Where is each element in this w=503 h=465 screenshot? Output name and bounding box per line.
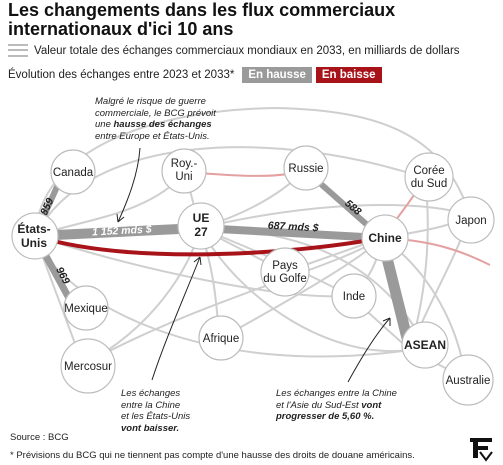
node-asean [401, 321, 449, 369]
node-mexique [63, 285, 109, 331]
node-pays-du-golfe [260, 247, 310, 297]
annotation-cn-asean-line2: et l'Asie du Sud-Est vont [276, 400, 397, 412]
node-royaume-uni [161, 148, 207, 194]
node-japon [447, 196, 495, 244]
legend-width: Valeur totale des échanges commerciaux m… [8, 44, 460, 57]
annotation-cn-us: Les échanges entre la Chine et les États… [121, 388, 190, 434]
annotation-eu-us-line4: entre Europe et États-Unis. [95, 130, 210, 142]
node-mercosur [60, 338, 116, 394]
label-royaume-uni-1: Roy.- [171, 158, 198, 170]
legend-evolution: Évolution des échanges entre 2023 et 203… [8, 67, 382, 83]
footnote: * Prévisions du BCG qui ne tiennent pas … [10, 450, 415, 461]
node-etats-unis [11, 212, 59, 260]
annotation-eu-us-line3b: hausse des échanges [113, 119, 212, 130]
legend-down-badge: En baisse [315, 67, 382, 83]
arrow-cn-us [151, 256, 201, 381]
node-afrique [198, 315, 244, 361]
flow-mercosur-chine [82, 237, 383, 366]
annotation-cn-us-line2: entre la Chine [121, 399, 181, 411]
label-canada: Canada [53, 167, 94, 179]
flow-value-ue-chine: 687 mds $ [267, 220, 319, 235]
label-inde: Inde [343, 291, 365, 303]
label-chine: Chine [368, 231, 402, 245]
flow-us-inde [34, 235, 351, 298]
node-russie [283, 145, 329, 191]
flow-ue-japon [199, 204, 471, 229]
label-japon: Japon [455, 215, 486, 227]
source-note: Source : BCG [10, 432, 69, 443]
arrowhead-cn-us [193, 256, 202, 266]
annotation-cn-us-line3: et les États-Unis [121, 411, 191, 422]
label-etats-unis-1: États- [17, 221, 50, 236]
node-chine [361, 214, 409, 262]
arrow-cn-asean [347, 317, 391, 383]
label-etats-unis-2: Unis [21, 236, 47, 250]
label-golfe-2: du Golfe [263, 273, 306, 285]
annotation-cn-asean-line3: progresser de 5,60 %. [276, 411, 397, 423]
label-royaume-uni-2: Uni [175, 171, 192, 183]
annotation-cn-us-line4: vont baisser. [121, 423, 190, 435]
arrowhead-cn-asean [382, 317, 391, 326]
annotation-cn-asean: Les échanges entre la Chine et l'Asie du… [276, 388, 397, 423]
annotation-cn-us-line1: Les échanges [121, 388, 181, 399]
label-ue-1: UE [193, 211, 210, 225]
annotation-cn-asean-line2a: et l'Asie du Sud-Est [276, 399, 362, 411]
arrowhead-eu-us [116, 213, 125, 223]
flow-value-us-mexique: 969 [53, 265, 72, 286]
node-canada [50, 149, 96, 195]
arrow-eu-us [117, 147, 141, 223]
legend-evolution-text: Évolution des échanges entre 2023 et 203… [8, 69, 235, 81]
label-coree-2: du Sud [411, 178, 447, 190]
label-russie: Russie [288, 163, 323, 175]
annotation-cn-us-line4b: vont baisser. [121, 422, 180, 434]
annotation-eu-us-line3: une hausse des échanges [95, 119, 216, 131]
chart-title: Les changements dans les flux commerciau… [8, 0, 396, 39]
annotation-eu-us-line1: Malgré le risque de guerre [95, 96, 206, 107]
figaro-logo-icon [470, 438, 493, 462]
country-nodes [11, 145, 495, 406]
annotation-eu-us-line3a: une [95, 119, 114, 130]
node-inde [331, 273, 377, 319]
legend-up-badge: En hausse [242, 67, 312, 83]
annotation-cn-asean-line3b: progresser de 5,60 %. [276, 411, 375, 422]
label-mexique: Mexique [64, 303, 107, 315]
flow-value-chine-asean: 1 325 [399, 279, 416, 307]
annotation-arrows [116, 147, 391, 383]
node-coree-du-sud [404, 152, 454, 202]
label-australie: Australie [446, 375, 491, 387]
label-afrique: Afrique [203, 333, 239, 345]
annotation-eu-us-line2: commerciale, le BCG prévoit [95, 107, 216, 119]
annotation-eu-us: Malgré le risque de guerre commerciale, … [95, 96, 216, 142]
flow-value-us-ue: 1 152 mds $ [92, 223, 152, 238]
flow-value-russie-chine: 588 [342, 197, 363, 218]
flow-us-coree [34, 146, 426, 237]
line-width-icon [8, 44, 28, 57]
label-ue-2: 27 [194, 225, 208, 239]
legend-width-text: Valeur totale des échanges commerciaux m… [34, 44, 460, 57]
node-australie [442, 354, 494, 406]
node-ue27 [177, 202, 225, 250]
label-golfe-1: Pays [272, 260, 298, 272]
annotation-cn-asean-line1: Les échanges entre la Chine [276, 388, 397, 399]
label-asean: ASEAN [404, 338, 446, 352]
flow-ue-chine [199, 224, 383, 242]
label-coree-1: Corée [413, 165, 444, 177]
annotation-cn-asean-line2b: vont [361, 399, 382, 411]
flow-us-ue [34, 223, 201, 241]
label-mercosur: Mercosur [64, 361, 112, 373]
flow-us-chine [34, 234, 383, 257]
